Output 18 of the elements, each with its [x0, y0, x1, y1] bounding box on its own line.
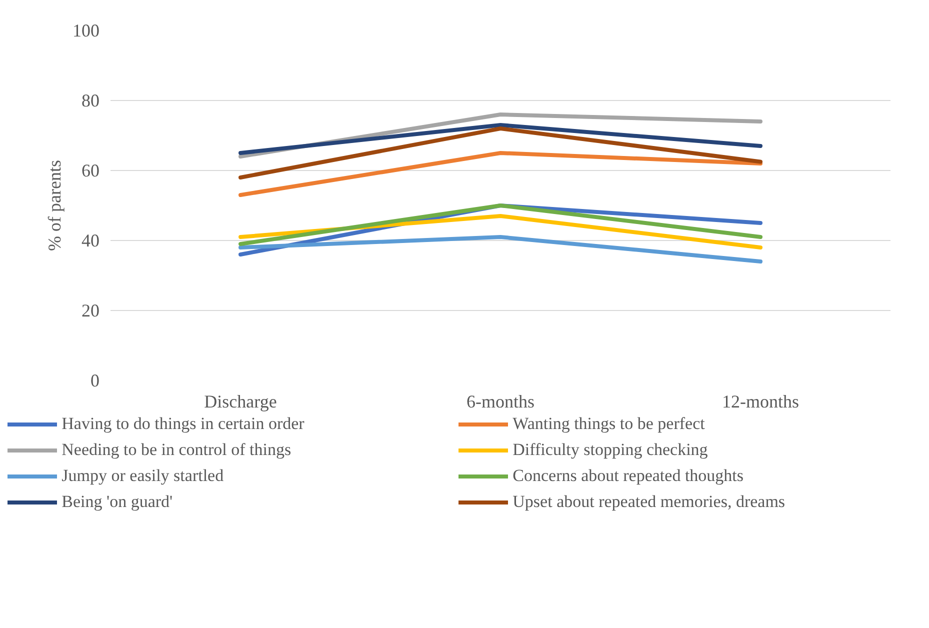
- x-tick-label: 12-months: [722, 392, 800, 412]
- y-tick-label: 100: [72, 20, 100, 40]
- legend-label: Difficulty stopping checking: [512, 440, 709, 460]
- x-tick-label: Discharge: [204, 392, 277, 412]
- y-tick-label: 80: [82, 90, 100, 110]
- y-tick-label: 0: [90, 370, 100, 390]
- legend-label: Wanting things to be perfect: [512, 414, 706, 434]
- legend-label: Concerns about repeated thoughts: [512, 466, 745, 486]
- y-tick-label: 20: [82, 300, 100, 320]
- x-tick-label: 6-months: [466, 392, 535, 412]
- legend-label: Upset about repeated memories, dreams: [512, 492, 786, 512]
- legend-label: Needing to be in control of things: [62, 440, 292, 460]
- legend-label: Being 'on guard': [62, 492, 174, 512]
- y-tick-label: 40: [82, 230, 100, 250]
- legend-label: Having to do things in certain order: [62, 414, 306, 434]
- y-axis-title: % of parents: [44, 160, 64, 251]
- legend-label: Jumpy or easily startled: [62, 466, 225, 486]
- y-tick-label: 60: [82, 160, 100, 180]
